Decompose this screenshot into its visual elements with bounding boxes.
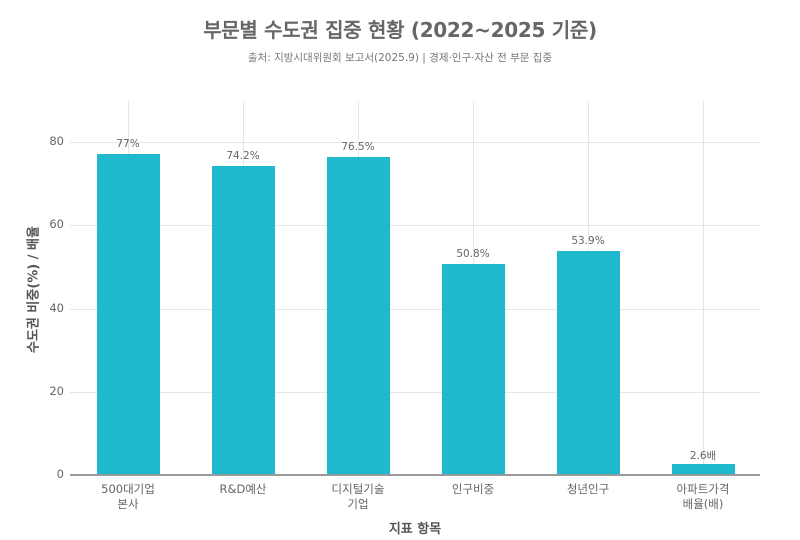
x-tick-label: 디지털기술 기업: [331, 482, 385, 511]
bar-value-label: 50.8%: [456, 247, 490, 260]
bar[interactable]: [671, 464, 735, 475]
y-tick-label: 20: [49, 383, 64, 398]
bar[interactable]: [556, 250, 620, 475]
x-tick-label: 아파트가격 배율(배): [676, 482, 730, 511]
chart-title: 부문별 수도권 집중 현황 (2022~2025 기준): [203, 18, 597, 42]
y-tick-label: 80: [49, 134, 64, 148]
bar-value-label: 77%: [116, 138, 140, 151]
x-tick-label: R&D예산: [219, 482, 267, 496]
bar-value-label: 53.9%: [571, 234, 605, 247]
bar-value-label: 2.6배: [689, 450, 717, 463]
bar[interactable]: [96, 154, 160, 475]
x-tick-label: 청년인구: [566, 482, 610, 496]
bar-value-label: 76.5%: [341, 140, 375, 153]
gridline-horizontal: [70, 308, 760, 310]
y-tick-label: 0: [56, 467, 64, 481]
gridline-vertical: [703, 101, 704, 475]
bar[interactable]: [326, 156, 390, 475]
bar[interactable]: [211, 166, 275, 475]
chart-subtitle: 출처: 지방시대위원회 보고서(2025.9) | 경제·인구·자산 전 부문 …: [247, 52, 553, 64]
y-tick-label: 60: [49, 217, 64, 232]
bar-value-label: 74.2%: [226, 150, 260, 163]
y-tick-label: 40: [49, 300, 64, 315]
x-tick-label: 500대기업 본사: [101, 482, 155, 511]
gridline-horizontal: [70, 391, 760, 393]
gridline-horizontal: [70, 142, 760, 143]
x-tick-label: 인구비중: [451, 482, 495, 496]
x-axis-line: [70, 474, 760, 476]
plot-area: 77% 74.2% 76.5% 50.8% 53.9% 2.6배: [70, 101, 760, 476]
x-axis-label: 지표 항목: [388, 522, 442, 537]
bar[interactable]: [441, 263, 505, 475]
gridline-horizontal: [70, 225, 760, 227]
